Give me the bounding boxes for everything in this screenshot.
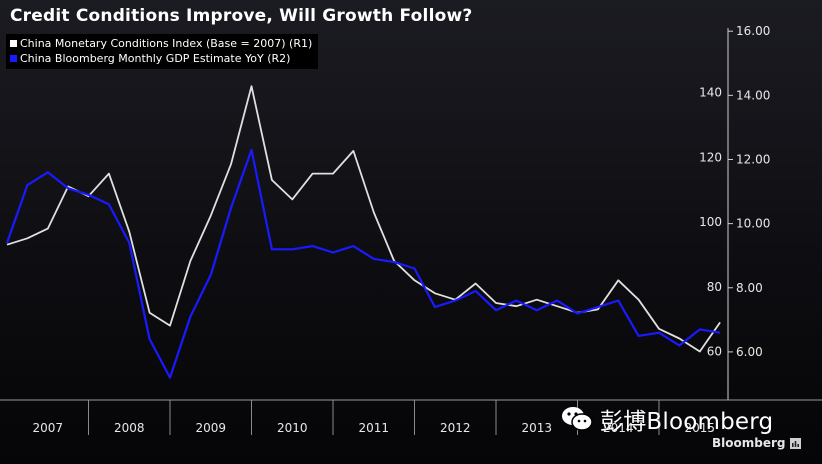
r2-tick-label-0: 6.00 [736,345,763,359]
chart-title: Credit Conditions Improve, Will Growth F… [10,6,473,26]
r1-tick-label-1: 80 [707,280,722,294]
r2-tick-label-5: 16.00 [736,24,770,38]
bloomberg-chart-icon [789,437,801,449]
year-label-2008: 2008 [114,421,145,435]
r2-tick-label-4: 14.00 [736,88,770,102]
r1-tick-label-3: 120 [699,150,722,164]
year-label-2009: 2009 [195,421,226,435]
year-label-2014: 2014 [603,421,634,435]
legend: China Monetary Conditions Index (Base = … [6,34,319,69]
year-label-2011: 2011 [358,421,389,435]
r1-tick-label-0: 60 [707,344,722,358]
legend-swatch-gdp [10,55,17,62]
legend-label-gdp: China Bloomberg Monthly GDP Estimate YoY… [20,52,291,65]
r2-tick-label-1: 8.00 [736,281,763,295]
year-label-2012: 2012 [440,421,471,435]
year-label-2015: 2015 [684,421,715,435]
axes-group: 60 80 100 120 140 6.00 8.00 10.00 12.00 14.00 16.0… [0,24,822,435]
wechat-icon [562,407,593,431]
legend-label-mci: China Monetary Conditions Index (Base = … [20,37,313,50]
year-label-2007: 2007 [32,421,63,435]
watermark: 彭博Bloomberg [560,402,773,436]
r2-tick-label-3: 12.00 [736,152,770,166]
brand-text: Bloomberg [712,436,786,450]
year-label-2010: 2010 [277,421,308,435]
r1-tick-label-4: 140 [699,86,722,100]
r2-tick-label-2: 10.00 [736,217,770,231]
bloomberg-brand: Bloomberg [712,436,801,450]
watermark-text: 彭博Bloomberg [600,409,774,435]
legend-swatch-mci [10,40,17,47]
legend-item-mci: China Monetary Conditions Index (Base = … [10,36,312,51]
legend-item-gdp: China Bloomberg Monthly GDP Estimate YoY… [10,51,312,66]
series-layer [5,85,721,379]
r1-tick-label-2: 100 [699,215,722,229]
series-line-gdp [5,148,721,379]
series-line-mci [6,85,721,353]
year-label-2013: 2013 [521,421,552,435]
